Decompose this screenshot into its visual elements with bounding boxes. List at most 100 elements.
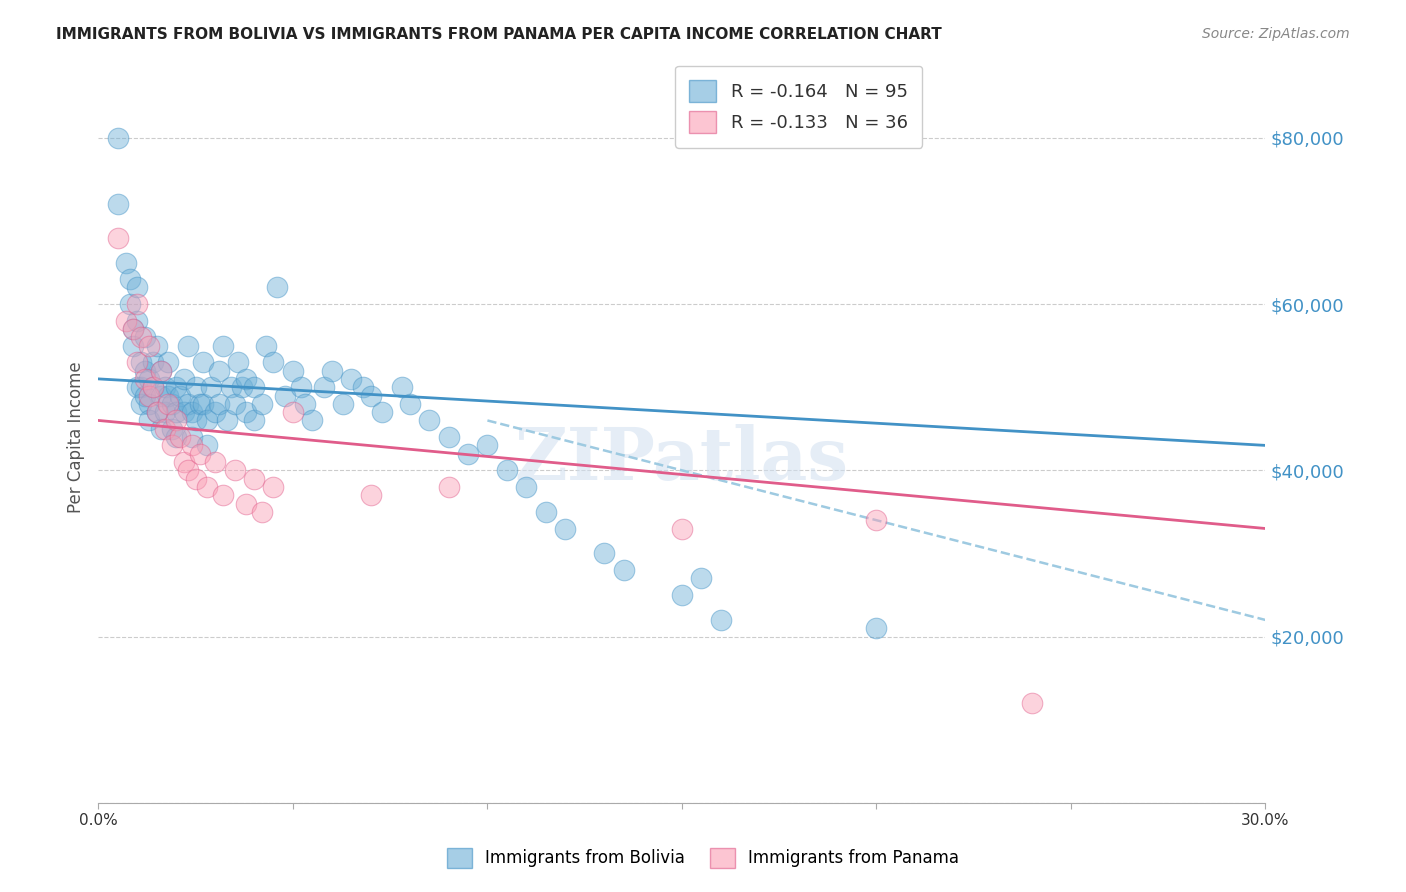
Point <box>169 388 191 402</box>
Point <box>129 355 152 369</box>
Point <box>157 388 180 402</box>
Point <box>127 314 149 328</box>
Point <box>138 388 160 402</box>
Point <box>243 413 266 427</box>
Point <box>188 447 211 461</box>
Point <box>301 413 323 427</box>
Point <box>138 339 160 353</box>
Point <box>671 521 693 535</box>
Point <box>184 472 207 486</box>
Legend: R = -0.164   N = 95, R = -0.133   N = 36: R = -0.164 N = 95, R = -0.133 N = 36 <box>675 66 922 148</box>
Point <box>710 613 733 627</box>
Point <box>193 355 215 369</box>
Point <box>153 422 176 436</box>
Point <box>534 505 557 519</box>
Point <box>235 405 257 419</box>
Point <box>142 380 165 394</box>
Point <box>340 372 363 386</box>
Point <box>134 388 156 402</box>
Point <box>250 397 273 411</box>
Point <box>153 405 176 419</box>
Point <box>231 380 253 394</box>
Text: ZIPatlas: ZIPatlas <box>515 424 849 494</box>
Point <box>138 413 160 427</box>
Point <box>477 438 499 452</box>
Point <box>169 430 191 444</box>
Point <box>200 380 222 394</box>
Point <box>157 397 180 411</box>
Point <box>165 380 187 394</box>
Point <box>243 380 266 394</box>
Point <box>122 322 145 336</box>
Point <box>219 380 242 394</box>
Text: Source: ZipAtlas.com: Source: ZipAtlas.com <box>1202 27 1350 41</box>
Point <box>371 405 394 419</box>
Point <box>437 480 460 494</box>
Point <box>107 230 129 244</box>
Point <box>146 405 169 419</box>
Point <box>149 388 172 402</box>
Point <box>332 397 354 411</box>
Point <box>208 363 231 377</box>
Point <box>138 397 160 411</box>
Point <box>215 413 238 427</box>
Point <box>122 322 145 336</box>
Point <box>312 380 335 394</box>
Point <box>127 355 149 369</box>
Point <box>515 480 537 494</box>
Point <box>188 397 211 411</box>
Point <box>360 488 382 502</box>
Point <box>495 463 517 477</box>
Point <box>118 272 141 286</box>
Point <box>865 621 887 635</box>
Point <box>180 430 202 444</box>
Point <box>138 372 160 386</box>
Point <box>129 330 152 344</box>
Point <box>212 339 235 353</box>
Point <box>134 330 156 344</box>
Point <box>165 405 187 419</box>
Point <box>162 438 184 452</box>
Point <box>180 405 202 419</box>
Point <box>149 363 172 377</box>
Point <box>865 513 887 527</box>
Point <box>177 397 200 411</box>
Point <box>134 363 156 377</box>
Point <box>153 380 176 394</box>
Point <box>321 363 343 377</box>
Point <box>134 372 156 386</box>
Point <box>165 430 187 444</box>
Point <box>224 397 246 411</box>
Point <box>173 405 195 419</box>
Point <box>290 380 312 394</box>
Point <box>274 388 297 402</box>
Point <box>127 380 149 394</box>
Point <box>204 455 226 469</box>
Point <box>118 297 141 311</box>
Point <box>127 297 149 311</box>
Point <box>173 372 195 386</box>
Point <box>114 314 136 328</box>
Point <box>195 413 218 427</box>
Point <box>107 197 129 211</box>
Point <box>193 397 215 411</box>
Legend: Immigrants from Bolivia, Immigrants from Panama: Immigrants from Bolivia, Immigrants from… <box>440 841 966 875</box>
Point <box>146 405 169 419</box>
Point <box>360 388 382 402</box>
Point <box>129 397 152 411</box>
Point <box>184 380 207 394</box>
Point <box>195 480 218 494</box>
Point <box>142 355 165 369</box>
Point <box>212 488 235 502</box>
Point <box>235 497 257 511</box>
Point <box>149 363 172 377</box>
Point <box>228 355 250 369</box>
Point <box>281 405 304 419</box>
Point <box>613 563 636 577</box>
Point <box>162 397 184 411</box>
Point <box>671 588 693 602</box>
Point <box>457 447 479 461</box>
Point <box>107 131 129 145</box>
Point <box>180 438 202 452</box>
Point <box>177 463 200 477</box>
